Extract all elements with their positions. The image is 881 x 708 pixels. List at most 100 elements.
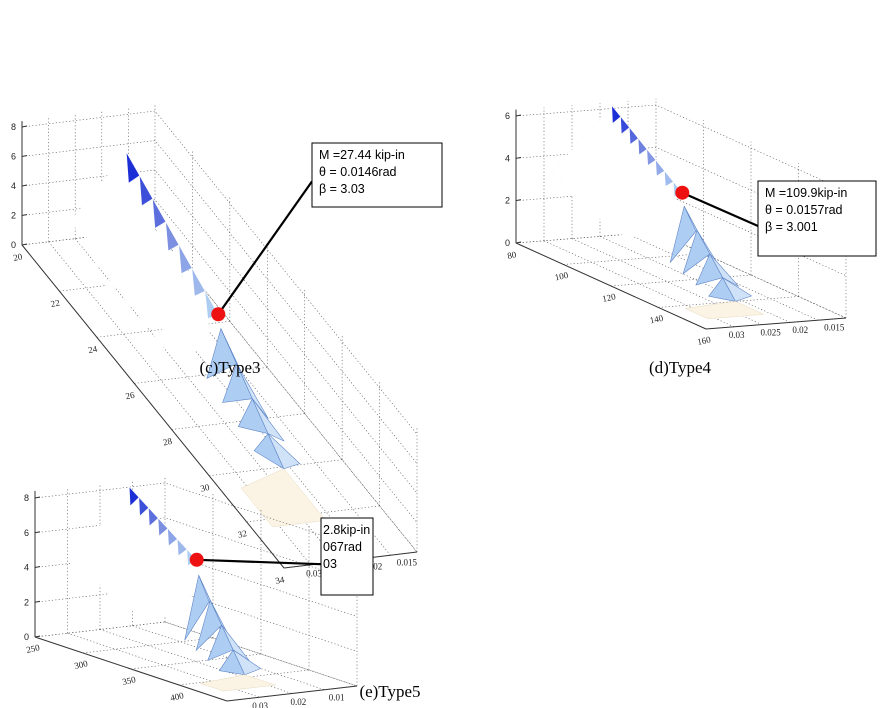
x-tick-label: 32 [237,528,248,540]
data-marker [211,307,226,322]
annotation-line: M =27.44 kip-in [319,148,405,162]
z-tick-mark [515,241,522,244]
grid-line [34,517,358,583]
z-tick-mark [34,600,41,603]
y-tick-label: 0.02 [291,697,307,707]
grid-line [34,482,358,548]
annotation-box [757,180,877,257]
z-tick-label: 4 [11,181,16,191]
annotation-line: M =109.9kip-in [765,186,847,200]
x-tick-label: 140 [649,313,665,326]
grid-line [154,228,418,553]
y-axis [226,685,358,702]
grid-line [171,413,305,430]
surface-facet [199,674,276,692]
x-tick-label: 20 [12,251,23,263]
z-tick-label: 0 [11,240,16,250]
y-tick-label: 0.03 [252,701,268,708]
x-tick-label: 26 [125,390,136,402]
y-tick-label: 0.015 [397,558,418,568]
surface-panel-2: M =109.9kip-in θ = 0.0157rad β = 3.001 80 10… [505,98,877,377]
z-tick-mark [21,184,28,187]
axes: 250 300 350 400 450 0.01 0.02 0.03 0 2 4 6 8 [24,491,358,708]
x-tick-label: 24 [87,343,98,355]
x-tick-label: 22 [50,297,61,309]
surface-facet [267,433,301,470]
z-tick-mark [515,114,522,117]
z-tick-label: 6 [11,152,16,162]
z-tick-mark [21,243,28,246]
grid-line [74,238,338,562]
grid-line [655,231,847,319]
grid-line [21,110,418,435]
z-tick-label: 8 [24,493,29,503]
x-tick-label: 30 [199,482,210,494]
annotation-line: θ = 0.0157rad [765,203,843,217]
grid-line [34,586,358,652]
z-tick-label: 6 [24,528,29,538]
annotation-line: 067rad [323,540,362,554]
surface-facet [721,276,753,302]
annotation-line: 2.8kip-in [323,523,370,537]
grid-line [599,236,791,323]
z-tick-label: 0 [24,632,29,642]
x-tick-label: 28 [162,436,173,448]
grid-line [21,169,418,494]
x-tick-label: 350 [121,674,137,687]
y-axis [705,317,847,330]
surface-facet [240,468,327,528]
z-tick-mark [515,199,522,202]
z-tick-mark [21,125,28,128]
surface [66,151,327,528]
annotation-line: θ = 0.0146rad [319,165,397,179]
z-tick-mark [21,155,28,157]
y-tick-label: 0.03 [729,330,745,340]
x-tick-label: 34 [274,574,285,586]
z-tick-mark [34,531,41,534]
surface-facet [232,649,262,676]
panel-caption: (c)Type3 [199,358,260,377]
grid-line [627,233,819,321]
surface-facet [684,301,765,320]
grid-line [21,199,418,523]
z-tick-mark [34,635,41,638]
z-tick-mark [21,214,28,216]
surface-facet [145,291,212,353]
y-tick-label: 0.025 [761,328,782,338]
surface-panel-3: 2.8kip-in067rad032503003504004500.010.02… [24,476,421,708]
y-tick-label: 0.01 [329,692,345,702]
annotation-line: β = 3.001 [765,220,818,234]
z-tick-label: 2 [11,211,16,221]
surface-facet [236,363,269,419]
annotation-box [311,142,443,208]
x-tick-label: 450 [217,706,233,708]
x-tick-label: 80 [506,249,517,261]
leader-line [217,180,313,315]
x-axis [515,242,707,330]
z-tick-label: 2 [505,196,510,206]
x-tick-label: 300 [73,658,89,671]
x-tick-label: 160 [696,334,712,347]
data-marker [675,185,690,200]
y-tick-label: 0.02 [367,561,383,571]
z-tick-mark [34,496,41,499]
y-tick-label: 0.02 [792,325,808,335]
x-axis [34,636,228,702]
annotation-line: β = 3.03 [319,182,365,196]
grid-line [82,637,214,654]
surface-facet [126,549,192,622]
data-marker [189,552,204,567]
surface-facet [252,398,285,442]
z-tick-label: 2 [24,597,29,607]
surface [69,486,276,692]
z-tick-mark [515,156,522,159]
leader-line [681,191,759,228]
annotation-box [320,517,374,596]
surface [546,105,765,320]
grid-line [34,552,358,617]
grid-line [34,621,358,687]
y-tick-label: 0.015 [824,323,845,333]
